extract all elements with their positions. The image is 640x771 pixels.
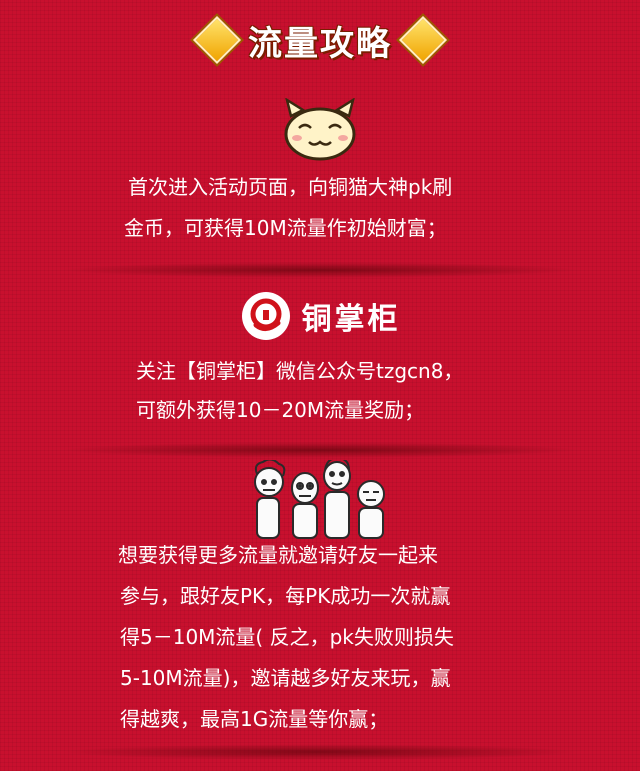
brand-logo: 铜掌柜	[240, 290, 401, 342]
meme-faces-icon	[254, 460, 385, 539]
text-line: 关注【铜掌柜】微信公众号tzgcn8，	[136, 359, 464, 383]
right-diamond-icon	[398, 15, 448, 65]
text-line: 得5－10M流量( 反之，pk失败则损失	[120, 625, 454, 649]
section-3-text: 想要获得更多流量就邀请好友一起来 参与，跟好友PK，每PK成功一次就赢 得5－1…	[0, 540, 640, 735]
left-diamond-icon	[192, 15, 242, 65]
text-line: 金币，可获得10M流量作初始财富；	[124, 216, 447, 240]
text-line: 得越爽，最高1G流量等你赢；	[120, 707, 389, 731]
divider	[60, 744, 580, 760]
brand-name: 铜掌柜	[301, 302, 401, 337]
divider	[60, 262, 580, 278]
text-line: 想要获得更多流量就邀请好友一起来	[118, 543, 438, 567]
brand-wrap: 铜掌柜	[0, 290, 640, 342]
page-title: 流量攻略	[248, 23, 392, 64]
meme-faces-icon-wrap	[0, 460, 640, 542]
cat-face-icon-wrap	[0, 98, 640, 162]
text-line: 参与，跟好友PK，每PK成功一次就赢	[120, 584, 451, 608]
cat-face-icon	[284, 98, 356, 161]
page-header: 流量攻略	[0, 10, 640, 70]
text-line: 首次进入活动页面，向铜猫大神pk刷	[128, 175, 453, 199]
tongzhanggui-logo-icon	[241, 292, 290, 340]
section-2-text: 关注【铜掌柜】微信公众号tzgcn8， 可额外获得10－20M流量奖励；	[0, 356, 640, 426]
text-line: 5-10M流量)，邀请越多好友来玩，赢	[120, 666, 451, 690]
section-1-text: 首次进入活动页面，向铜猫大神pk刷 金币，可获得10M流量作初始财富；	[0, 172, 640, 244]
divider	[60, 442, 580, 458]
text-line: 可额外获得10－20M流量奖励；	[136, 398, 425, 422]
